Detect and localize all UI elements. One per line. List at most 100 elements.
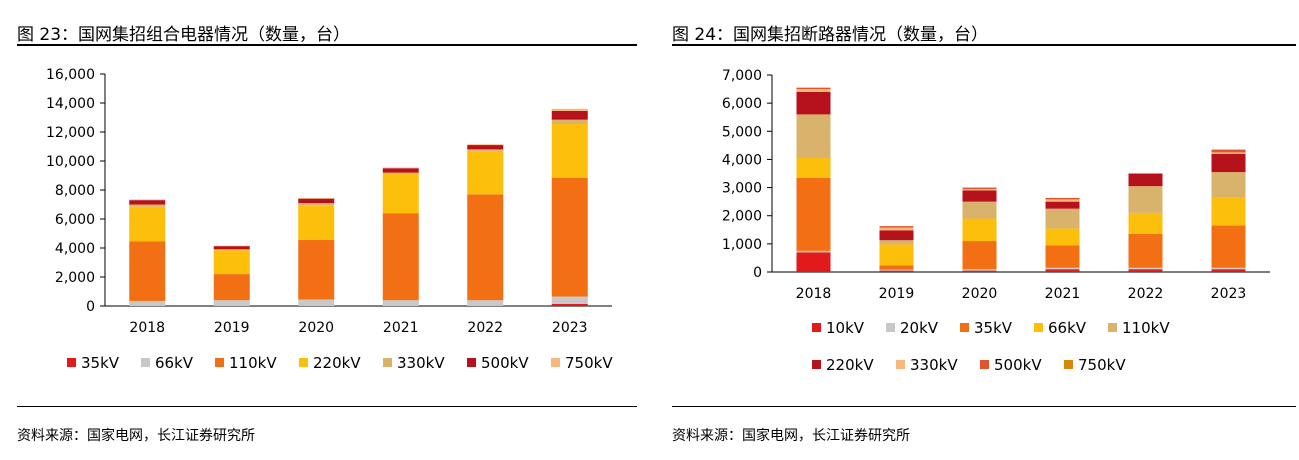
bar-66kV-2023 xyxy=(1211,197,1246,226)
bar-330kV-2021 xyxy=(382,172,419,175)
legend-label-66kV: 66kV xyxy=(155,354,194,372)
bar-110kV-2019 xyxy=(213,274,250,301)
legend-label-35kV: 35kV xyxy=(974,319,1013,337)
bar-10kV-2021 xyxy=(1045,269,1080,272)
bar-20kV-2021 xyxy=(1045,267,1080,270)
bar-750kV-2020 xyxy=(298,197,335,199)
y-tick-label: 6,000 xyxy=(722,96,762,112)
bar-500kV-2019 xyxy=(879,226,914,228)
y-tick-label: 4,000 xyxy=(55,241,95,257)
bar-66kV-2022 xyxy=(1128,212,1163,235)
bar-110kV-2020 xyxy=(962,201,997,219)
bar-35kV-2019 xyxy=(879,265,914,270)
x-tick-label: 2018 xyxy=(796,286,832,302)
bar-500kV-2021 xyxy=(382,168,419,173)
bar-20kV-2020 xyxy=(962,269,997,271)
source-divider xyxy=(672,406,1296,407)
legend-label-750kV: 750kV xyxy=(565,354,613,372)
bar-10kV-2022 xyxy=(1128,269,1163,272)
bar-330kV-2022 xyxy=(467,149,504,151)
legend-label-330kV: 330kV xyxy=(397,354,445,372)
bar-20kV-2018 xyxy=(796,250,831,253)
bar-220kV-2020 xyxy=(962,190,997,202)
bar-20kV-2022 xyxy=(1128,267,1163,270)
bar-110kV-2020 xyxy=(298,240,335,300)
bar-110kV-2021 xyxy=(1045,208,1080,229)
bar-35kV-2023 xyxy=(1211,225,1246,268)
bar-500kV-2023 xyxy=(1211,149,1246,153)
legend-swatch-66kV xyxy=(1034,323,1043,332)
legend-swatch-66kV xyxy=(141,358,150,367)
legend-label-500kV: 500kV xyxy=(994,356,1042,374)
bar-66kV-2019 xyxy=(213,300,250,306)
y-tick-label: 0 xyxy=(86,299,95,315)
title-divider xyxy=(17,44,637,46)
bar-500kV-2021 xyxy=(1045,197,1080,200)
bar-220kV-2020 xyxy=(298,205,335,241)
bar-66kV-2018 xyxy=(796,158,831,178)
legend-label-66kV: 66kV xyxy=(1048,319,1087,337)
bar-66kV-2018 xyxy=(129,300,166,306)
chart-source: 资料来源：国家电网，长江证券研究所 xyxy=(17,428,255,444)
legend-swatch-220kV xyxy=(812,360,821,369)
legend-swatch-220kV xyxy=(299,358,308,367)
y-tick-label: 0 xyxy=(753,265,762,281)
y-tick-label: 7,000 xyxy=(722,68,762,84)
bar-66kV-2022 xyxy=(467,300,504,306)
legend-swatch-500kV xyxy=(980,360,989,369)
stacked-bar-chart-gis: 0 2,000 4,000 6,000 8,000 10,000 12,000 14,000 1… xyxy=(46,67,613,372)
bar-330kV-2023 xyxy=(1211,152,1246,154)
bar-220kV-2021 xyxy=(1045,201,1080,209)
bar-500kV-2018 xyxy=(129,200,166,205)
bar-110kV-2021 xyxy=(382,213,419,301)
bar-330kV-2019 xyxy=(879,227,914,231)
source-divider xyxy=(17,406,637,407)
legend-label-20kV: 20kV xyxy=(900,319,939,337)
bar-220kV-2019 xyxy=(879,230,914,241)
bar-750kV-2023 xyxy=(551,108,588,111)
bar-220kV-2022 xyxy=(467,150,504,195)
chart-panel-gis: 图 23：国网集招组合电器情况（数量，台） 0 2,000 4,000 6,000 8,… xyxy=(17,0,637,460)
y-tick-label: 1,000 xyxy=(722,237,762,253)
x-tick-label: 2021 xyxy=(383,320,419,336)
legend-label-330kV: 330kV xyxy=(910,356,958,374)
bar-500kV-2019 xyxy=(213,246,250,250)
y-tick-label: 12,000 xyxy=(46,125,95,141)
y-tick-label: 2,000 xyxy=(55,270,95,286)
x-tick-label: 2020 xyxy=(298,320,334,336)
chart-title: 图 24：国网集招断路器情况（数量，台） xyxy=(672,25,989,45)
bar-330kV-2020 xyxy=(962,188,997,191)
bar-110kV-2022 xyxy=(1128,186,1163,213)
x-tick-label: 2022 xyxy=(1128,286,1164,302)
y-tick-label: 2,000 xyxy=(722,209,762,225)
bar-220kV-2019 xyxy=(213,250,250,275)
bar-500kV-2018 xyxy=(796,87,831,90)
y-tick-label: 6,000 xyxy=(55,212,95,228)
bar-66kV-2021 xyxy=(382,300,419,306)
bar-35kV-2022 xyxy=(1128,234,1163,268)
legend-swatch-110kV xyxy=(215,358,224,367)
y-tick-label: 14,000 xyxy=(46,96,95,112)
x-tick-label: 2022 xyxy=(467,320,503,336)
bar-35kV-2021 xyxy=(1045,245,1080,268)
legend-swatch-10kV xyxy=(812,323,821,332)
bar-66kV-2021 xyxy=(1045,228,1080,246)
bar-110kV-2018 xyxy=(129,241,166,301)
x-tick-label: 2019 xyxy=(214,320,250,336)
bar-500kV-2023 xyxy=(551,110,588,120)
bar-330kV-2023 xyxy=(551,119,588,125)
y-tick-label: 3,000 xyxy=(722,181,762,197)
legend-label-35kV: 35kV xyxy=(81,354,120,372)
x-tick-label: 2023 xyxy=(1211,286,1247,302)
legend-label-220kV: 220kV xyxy=(826,356,874,374)
bar-35kV-2020 xyxy=(962,241,997,270)
bar-500kV-2020 xyxy=(962,187,997,189)
bar-110kV-2022 xyxy=(467,194,504,301)
legend-label-110kV: 110kV xyxy=(229,354,277,372)
bar-110kV-2018 xyxy=(796,114,831,159)
y-tick-label: 16,000 xyxy=(46,67,95,83)
bar-35kV-2018 xyxy=(796,177,831,251)
bar-330kV-2020 xyxy=(298,203,335,206)
legend-swatch-750kV xyxy=(551,358,560,367)
bar-110kV-2019 xyxy=(879,240,914,245)
